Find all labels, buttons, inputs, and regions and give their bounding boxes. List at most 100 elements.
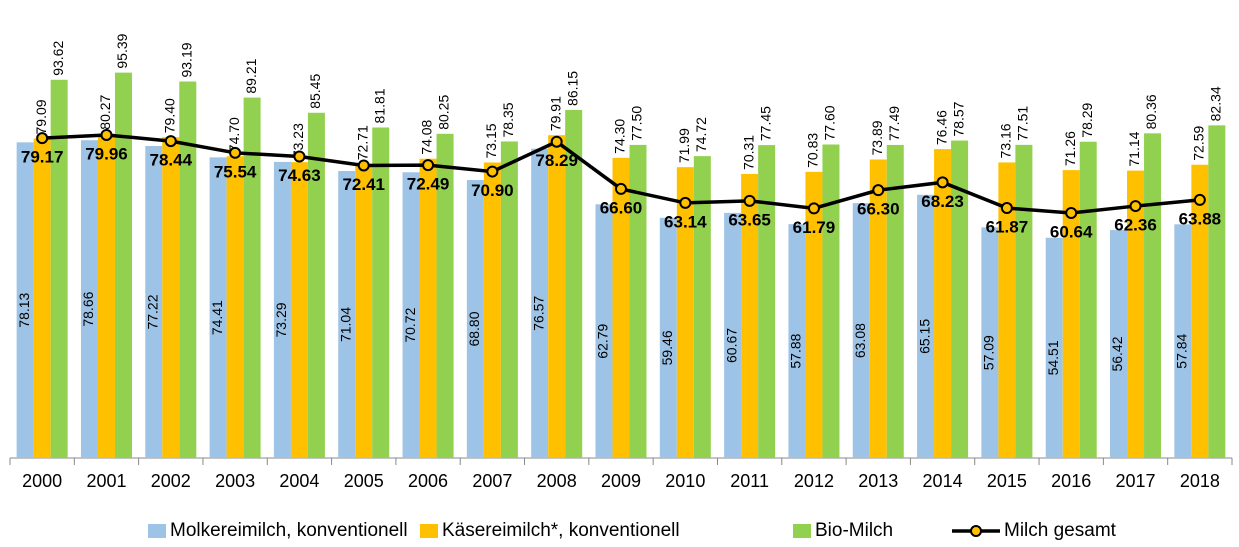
bar (500, 141, 518, 458)
bar (822, 144, 840, 458)
bar (951, 140, 969, 458)
x-tick-label: 2007 (472, 471, 512, 491)
data-label: 65.15 (916, 319, 932, 354)
data-label: 63.65 (728, 210, 771, 229)
bar (869, 159, 887, 458)
bar (243, 97, 261, 458)
data-label: 82.34 (1208, 86, 1224, 121)
line-marker (1000, 202, 1013, 215)
bar (981, 227, 999, 458)
bar (788, 224, 806, 458)
data-label: 71.04 (337, 307, 353, 342)
data-label: 74.72 (693, 117, 709, 152)
data-label: 71.14 (1126, 131, 1142, 166)
data-label: 78.44 (150, 151, 193, 170)
data-label: 72.71 (354, 125, 370, 160)
bar (290, 162, 308, 458)
data-label: 86.15 (564, 71, 580, 106)
data-label: 68.23 (921, 192, 964, 211)
line-marker (422, 159, 435, 172)
data-label: 72.59 (1191, 125, 1207, 160)
data-label: 77.60 (822, 105, 838, 140)
data-label: 77.22 (144, 294, 160, 329)
x-tick-label: 2002 (151, 471, 191, 491)
data-label: 78.13 (16, 292, 32, 327)
data-label: 72.49 (407, 175, 450, 194)
bar (565, 109, 583, 458)
bar (179, 81, 197, 459)
legend-swatch (148, 524, 166, 538)
data-label: 80.25 (436, 95, 452, 130)
bar (1079, 141, 1097, 458)
bar (1110, 230, 1128, 458)
data-label: 68.80 (466, 311, 482, 346)
bar (402, 172, 420, 458)
bar (33, 138, 51, 459)
data-label: 89.21 (243, 58, 259, 93)
legend-label: Käsereimilch*, konventionell (442, 520, 680, 541)
data-label: 79.40 (161, 98, 177, 133)
bar (1191, 164, 1209, 459)
x-tick-label: 2008 (537, 471, 577, 491)
line-marker (1193, 193, 1206, 206)
data-label: 80.27 (97, 94, 113, 129)
data-label: 73.15 (483, 123, 499, 158)
data-label: 60.64 (1050, 222, 1093, 241)
data-label: 54.51 (1045, 340, 1061, 375)
line-marker (486, 165, 499, 178)
x-tick-label: 2012 (794, 471, 834, 491)
bar (693, 156, 711, 458)
data-label: 71.99 (676, 128, 692, 163)
bar (226, 156, 244, 458)
line-marker (743, 194, 756, 207)
bar (595, 204, 613, 458)
line-marker (293, 150, 306, 163)
data-label: 62.79 (595, 323, 611, 358)
legend-marker (970, 525, 982, 537)
data-label: 80.36 (1143, 94, 1159, 129)
data-label: 77.51 (1015, 106, 1031, 141)
data-label: 73.16 (998, 123, 1014, 158)
data-label: 74.41 (209, 300, 225, 335)
line-marker (1129, 200, 1142, 213)
bar (852, 203, 870, 458)
bar (934, 149, 952, 458)
x-tick-label: 2017 (1116, 471, 1156, 491)
bar (998, 162, 1016, 458)
data-label: 56.42 (1109, 336, 1125, 371)
bar (1174, 224, 1192, 458)
x-tick-label: 2003 (215, 471, 255, 491)
line-marker (936, 176, 949, 189)
bar (1127, 170, 1145, 458)
bar (145, 146, 163, 459)
data-label: 78.57 (950, 101, 966, 136)
x-tick-label: 2006 (408, 471, 448, 491)
data-label: 75.54 (214, 162, 257, 181)
legend-swatch (793, 524, 811, 538)
legend-label: Molkereimilch, konventionell (170, 520, 408, 541)
data-label: 78.66 (80, 291, 96, 326)
data-label: 79.09 (33, 99, 49, 134)
x-tick-label: 2005 (344, 471, 384, 491)
x-tick-label: 2010 (665, 471, 705, 491)
line-marker (807, 202, 820, 215)
data-label: 81.81 (371, 88, 387, 123)
data-label: 60.67 (723, 328, 739, 363)
data-label: 77.45 (757, 106, 773, 141)
data-label: 59.46 (659, 330, 675, 365)
data-label: 73.29 (273, 302, 289, 337)
line-marker (1065, 207, 1078, 220)
x-tick-label: 2015 (987, 471, 1027, 491)
bar (209, 157, 227, 458)
bar (338, 170, 356, 458)
data-label: 71.26 (1062, 131, 1078, 166)
x-tick-label: 2018 (1180, 471, 1220, 491)
data-label: 61.87 (986, 218, 1029, 237)
bar (466, 180, 484, 458)
bar (50, 79, 68, 458)
bar (16, 142, 34, 458)
data-label: 63.88 (1179, 209, 1222, 228)
bar (97, 133, 115, 458)
